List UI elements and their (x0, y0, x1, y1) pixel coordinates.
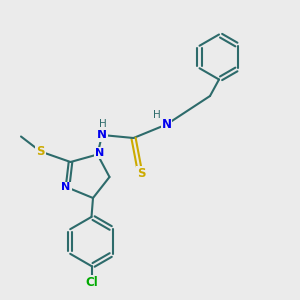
Text: S: S (36, 145, 45, 158)
Text: N: N (61, 182, 70, 193)
Text: S: S (137, 167, 145, 180)
Text: N: N (161, 118, 172, 131)
Text: Cl: Cl (85, 276, 98, 289)
Text: H: H (153, 110, 161, 120)
Text: N: N (97, 128, 107, 142)
Text: H: H (99, 119, 106, 129)
Text: N: N (95, 148, 104, 158)
